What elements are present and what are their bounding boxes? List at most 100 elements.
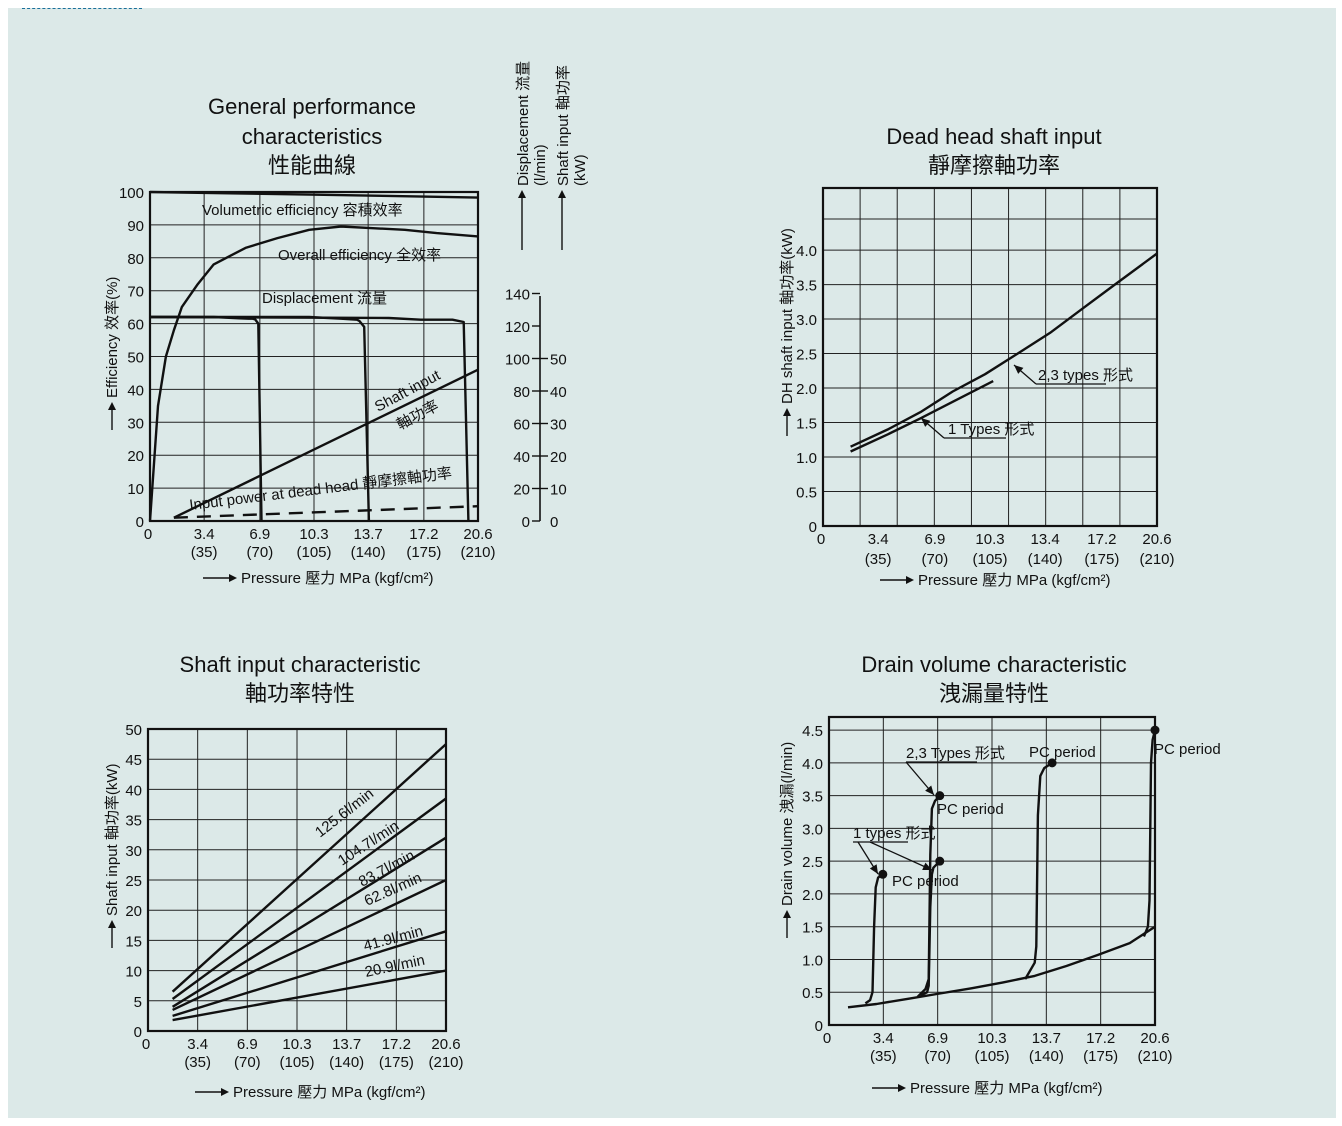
chart4-ytick-0: 0	[815, 1018, 823, 1035]
chart1-ytick-10: 100	[119, 185, 144, 202]
chart4-ytick-4: 2.0	[802, 887, 823, 904]
chart1-ytick-6: 60	[127, 317, 144, 334]
chart2-pointer-2-3-head	[1014, 365, 1024, 374]
chart4-ytick-5: 2.5	[802, 854, 823, 871]
chart1-xtick-kgf-1: (70)	[247, 544, 274, 561]
chart3-ytick-0: 0	[134, 1024, 142, 1041]
chart1-xtick-kgf-0: (35)	[191, 544, 218, 561]
chart4-subtitle: 洩漏量特性	[939, 681, 1049, 706]
chart1-annot-volumetric: Volumetric efficiency 容積效率	[202, 202, 403, 219]
chart1-ylabel: Efficiency 效率(%)	[104, 277, 121, 398]
chart4-annot-pc-period-3: PC period	[1154, 741, 1221, 758]
chart4-series-3	[916, 794, 941, 998]
chart3-ytick-3: 15	[125, 933, 142, 950]
chart2-xtick-3: 10.3	[975, 531, 1004, 548]
chart4-point-2	[935, 791, 945, 801]
chart2-xtick-6: 20.6	[1142, 531, 1171, 548]
chart2-ytick-3: 1.5	[796, 416, 817, 433]
chart1-xtick-5: 17.2	[409, 526, 438, 543]
chart1-y3label-unit: (kW)	[572, 154, 589, 186]
chart1-y3tick-0: 0	[550, 514, 558, 531]
chart4-ytick-8: 4.0	[802, 756, 823, 773]
chart1-xtick-kgf-5: (210)	[460, 544, 495, 561]
chart4-ytick-3: 1.5	[802, 920, 823, 937]
chart1-xtick-3: 10.3	[299, 526, 328, 543]
chart1-xtick-6: 20.6	[463, 526, 492, 543]
chart4-xtick-kgf-1: (70)	[924, 1048, 951, 1065]
chart3-series-1	[171, 797, 447, 1000]
chart4-pointer-1a-head	[869, 864, 878, 874]
chart2-ylabel: DH shaft input 軸功率(kW)	[779, 228, 796, 404]
chart1-y2tick-1: 20	[513, 482, 530, 499]
chart1-xtick-kgf-3: (140)	[351, 544, 386, 561]
chart4-annot-2-3-types: 2,3 Types 形式	[906, 745, 1005, 762]
chart2-series-1-types	[850, 380, 994, 453]
chart4-xtick-6: 20.6	[1140, 1030, 1169, 1047]
chart3-xlabel: Pressure 壓力 MPa (kgf/cm²)	[233, 1084, 426, 1101]
chart1-ytick-8: 80	[127, 251, 144, 268]
chart1-y3-arrow-head	[558, 190, 566, 198]
chart4-xtick-4: 13.7	[1032, 1030, 1061, 1047]
chart1-y2tick-2: 40	[513, 449, 530, 466]
chart3-subtitle: 軸功率特性	[245, 681, 355, 706]
chart1-series-shaft-input	[173, 368, 479, 519]
chart4-point-4	[1150, 725, 1160, 735]
chart3-xtick-5: 17.2	[382, 1036, 411, 1053]
chart4-pointer-1b-line	[869, 841, 933, 871]
chart3-xtick-1: 3.4	[187, 1036, 208, 1053]
chart3-yarrow-head	[108, 920, 116, 928]
chart2-ytick-7: 3.5	[796, 278, 817, 295]
chart2-subtitle: 靜摩擦軸功率	[928, 153, 1060, 178]
chart1-y2tick-0: 0	[522, 514, 530, 531]
chart3-ytick-2: 10	[125, 964, 142, 981]
chart3-xtick-kgf-5: (210)	[428, 1054, 463, 1071]
chart3-xtick-kgf-3: (140)	[329, 1054, 364, 1071]
chart4-title: Drain volume characteristic	[861, 652, 1126, 677]
chart4-series-1	[864, 873, 884, 1005]
chart3-annot-4: 41.9l/min	[362, 923, 425, 955]
chart3-xtick-kgf-4: (175)	[379, 1054, 414, 1071]
chart1-annot-displacement: Displacement 流量	[262, 290, 387, 307]
chart4-ytick-1: 0.5	[802, 985, 823, 1002]
chart2-arrow-head	[906, 576, 914, 584]
chart1-xlabel: Pressure 壓力 MPa (kgf/cm²)	[241, 570, 434, 587]
chart3-ytick-8: 40	[125, 782, 142, 799]
chart3-ytick-1: 5	[134, 994, 142, 1011]
chart4-ytick-2: 1.0	[802, 952, 823, 969]
chart1-y3tick-4: 40	[550, 384, 567, 401]
chart1-y3label: Shaft input 軸功率	[555, 65, 572, 186]
chart3-ytick-10: 50	[125, 722, 142, 739]
chart1-y2label-unit: (l/min)	[532, 144, 549, 186]
chart2-yarrow-head	[783, 408, 791, 416]
chart4-xtick-kgf-3: (140)	[1029, 1048, 1064, 1065]
chart1-ytick-2: 20	[127, 448, 144, 465]
chart1-y3tick-5: 50	[550, 352, 567, 369]
chart2-frame	[821, 186, 1159, 528]
chart3-xtick-0: 0	[142, 1036, 150, 1053]
chart1-ytick-5: 50	[127, 350, 144, 367]
chart1-subtitle: 性能曲線	[268, 153, 356, 178]
chart2-xtick-1: 3.4	[868, 531, 889, 548]
chart4-ytick-6: 3.0	[802, 821, 823, 838]
chart4-annot-pc-period-1: PC period	[937, 801, 1004, 818]
chart1-y2tick-5: 100	[505, 352, 530, 369]
chart3-xtick-kgf-2: (105)	[279, 1054, 314, 1071]
chart2-xtick-5: 17.2	[1087, 531, 1116, 548]
chart2-xtick-kgf-3: (140)	[1028, 551, 1063, 568]
chart2-xtick-4: 13.4	[1031, 531, 1060, 548]
chart2-xtick-kgf-1: (70)	[922, 551, 949, 568]
chart3-title: Shaft input characteristic	[180, 652, 421, 677]
chart2-ytick-0: 0	[809, 519, 817, 536]
chart1-y3tick-1: 10	[550, 482, 567, 499]
chart4-frame	[827, 715, 1157, 1027]
chart4-arrow-head	[898, 1084, 906, 1092]
chart3-xtick-2: 6.9	[237, 1036, 258, 1053]
chart3-ytick-6: 30	[125, 843, 142, 860]
chart1-y2label: Displacement 流量	[515, 61, 532, 186]
chart4-series-5	[1142, 729, 1157, 937]
chart1-series-displacement-2	[149, 315, 470, 522]
chart4-xtick-kgf-5: (210)	[1137, 1048, 1172, 1065]
chart4-ytick-7: 3.5	[802, 789, 823, 806]
chart2-series-2-3-types	[850, 252, 1158, 448]
chart1-annot-overall: Overall efficiency 全效率	[278, 246, 441, 264]
